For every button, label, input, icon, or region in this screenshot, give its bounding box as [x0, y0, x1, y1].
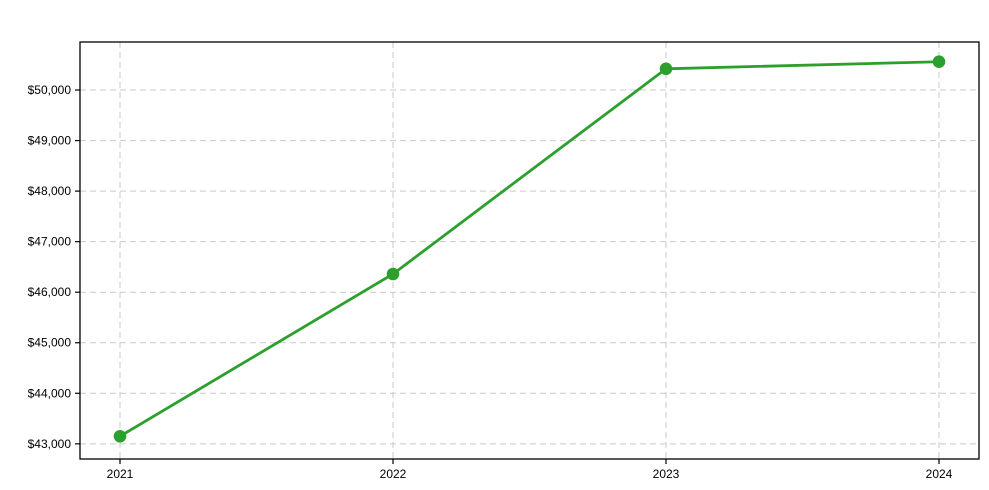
x-tick-label: 2021 [107, 467, 134, 481]
trend-line [118, 60, 941, 438]
y-tick-label: $49,000 [28, 134, 72, 148]
y-tick-label: $50,000 [28, 83, 72, 97]
data-point-2024 [932, 55, 946, 69]
y-tick-label: $46,000 [28, 285, 72, 299]
data-point-2022 [386, 267, 400, 281]
data-point-2023 [659, 62, 673, 76]
y-tick-label: $43,000 [28, 437, 72, 451]
y-tick-label: $48,000 [28, 184, 72, 198]
axis-frame [79, 41, 980, 460]
x-tick-label: 2023 [653, 467, 680, 481]
x-tick-label: 2022 [380, 467, 407, 481]
y-tick-label: $47,000 [28, 235, 72, 249]
data-point-2021 [113, 429, 127, 443]
y-tick-label: $45,000 [28, 336, 72, 350]
y-tick-label: $44,000 [28, 386, 72, 400]
x-tick-label: 2024 [926, 467, 953, 481]
